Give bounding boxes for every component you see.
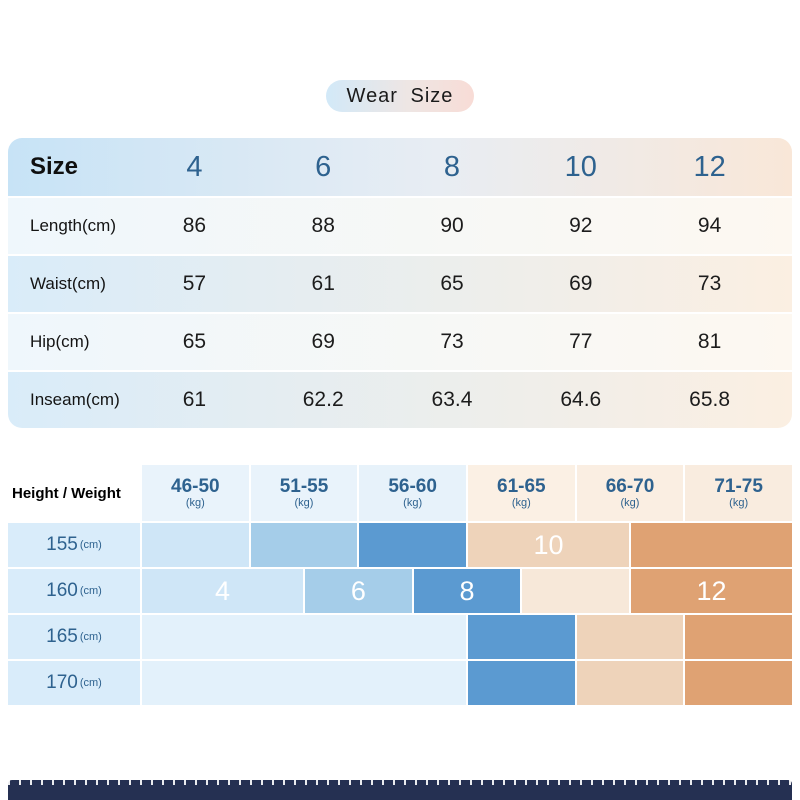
measurement-value: 88	[311, 214, 335, 237]
height-unit-text: (cm)	[79, 539, 102, 551]
fit-matrix-row: 160 (cm) 4 6 8 12	[8, 569, 792, 613]
weight-unit-text: (kg)	[185, 497, 205, 510]
fit-matrix-cell	[576, 615, 684, 659]
fit-matrix-cell	[250, 523, 358, 567]
size-table-row: Hip(cm) 65 69 73 77 81	[8, 312, 792, 370]
weight-range-header: 51-55 (kg)	[250, 465, 358, 521]
measurement-value: 90	[440, 214, 464, 237]
weight-range-text: 51-55	[279, 475, 329, 497]
height-label: 155 (cm)	[8, 523, 140, 567]
fit-matrix-cell	[685, 615, 792, 659]
size-band-12: 12	[630, 569, 792, 613]
measurement-label: Length(cm)	[30, 216, 116, 235]
height-value: 170	[46, 672, 78, 693]
fit-matrix-cell	[142, 523, 249, 567]
measurement-value: 77	[569, 330, 593, 353]
size-band-8: 8	[413, 569, 521, 613]
fit-matrix-cell	[468, 661, 575, 705]
height-unit-text: (cm)	[79, 585, 102, 597]
size-table: Size 4 6 8 10 12 Length(cm) 86 88 90 92 94 Waist(c…	[8, 138, 792, 428]
measurement-value: 57	[182, 272, 207, 295]
weight-range-header: 66-70 (kg)	[576, 465, 684, 521]
fit-matrix-cell	[359, 523, 466, 567]
height-label: 170 (cm)	[8, 661, 140, 705]
page-title: Wear Size	[326, 80, 474, 112]
measurement-value: 81	[697, 330, 722, 353]
fit-matrix-cell	[631, 523, 792, 567]
fit-matrix-cell	[522, 569, 629, 613]
size-band-4: 4	[142, 569, 303, 613]
measurement-value: 86	[182, 214, 207, 237]
fit-matrix-header-row: Height / Weight 46-50 (kg) 51-55 (kg) 56-60(…	[8, 465, 792, 521]
measurement-value: 73	[697, 272, 722, 295]
measurement-label: Inseam(cm)	[30, 390, 120, 409]
height-value: 155	[46, 534, 78, 555]
measurement-value: 92	[569, 214, 593, 237]
size-table-header-row: Size 4 6 8 10 12	[8, 138, 792, 196]
weight-unit-text: (kg)	[620, 497, 640, 510]
measuring-tape-footer	[8, 780, 792, 800]
fit-matrix-cell	[142, 615, 466, 659]
fit-matrix-cell	[142, 661, 466, 705]
weight-range-text: 66-70	[605, 475, 655, 497]
weight-unit-text: (kg)	[729, 497, 749, 510]
height-label: 165 (cm)	[8, 615, 140, 659]
measurement-value: 61	[311, 272, 335, 295]
measurement-value: 61	[182, 388, 207, 411]
height-unit-text: (cm)	[79, 631, 102, 643]
fit-matrix-corner-label: Height / Weight	[8, 465, 140, 521]
measurement-value: 65	[440, 272, 464, 295]
size-table-row: Length(cm) 86 88 90 92 94	[8, 196, 792, 254]
size-column-header: 12	[693, 150, 726, 183]
measurement-value: 73	[440, 330, 464, 353]
height-value: 165	[46, 626, 78, 647]
measurement-value: 62.2	[302, 388, 344, 411]
page-title-text: Wear Size	[346, 84, 454, 107]
weight-unit-text: (kg)	[511, 497, 531, 510]
measurement-value: 63.4	[431, 388, 473, 411]
height-label: 160 (cm)	[8, 569, 140, 613]
size-band-10: 10	[467, 523, 629, 567]
fit-matrix-cell	[468, 615, 575, 659]
fit-matrix-row: 155 (cm) 10	[8, 523, 792, 567]
fit-matrix-cell	[576, 661, 684, 705]
weight-unit-text: (kg)	[294, 497, 314, 510]
weight-range-text: 61-65	[497, 475, 546, 497]
measurement-label: Hip(cm)	[30, 332, 90, 351]
fit-matrix-cell	[685, 661, 792, 705]
measurement-value: 65.8	[689, 388, 731, 411]
size-table-corner-label: Size	[30, 153, 79, 180]
weight-range-text: 46-50	[171, 475, 220, 497]
size-column-header: 10	[564, 150, 597, 183]
size-band-6: 6	[305, 569, 412, 613]
measurement-value: 64.6	[560, 388, 602, 411]
weight-range-header: 56-60 (kg)	[359, 465, 466, 521]
measurement-value: 94	[697, 214, 722, 237]
weight-unit-text: (kg)	[403, 497, 423, 510]
size-column-header: 6	[315, 150, 332, 183]
fit-matrix: Height / Weight 46-50 (kg) 51-55 (kg) 56-60(…	[8, 465, 792, 705]
height-unit-text: (cm)	[79, 677, 102, 689]
size-column-header: 8	[443, 150, 461, 183]
weight-range-header: 71-75 (kg)	[685, 465, 792, 521]
fit-matrix-row: 165 (cm)	[8, 615, 792, 659]
measurement-value: 65	[182, 330, 207, 353]
weight-range-header: 46-50 (kg)	[142, 465, 249, 521]
size-table-row: Inseam(cm) 61 62.2 63.4 64.6 65.8	[8, 370, 792, 428]
measurement-value: 69	[569, 272, 593, 295]
height-value: 160	[46, 580, 78, 601]
weight-range-header: 61-65 (kg)	[467, 465, 575, 521]
fit-matrix-row: 170 (cm)	[8, 661, 792, 705]
size-table-row: Waist(cm) 57 61 65 69 73	[8, 254, 792, 312]
weight-range-text: 71-75	[714, 475, 763, 497]
measurement-value: 69	[311, 330, 335, 353]
size-column-header: 4	[186, 150, 203, 183]
weight-range-text: 56-60	[388, 475, 437, 497]
measurement-label: Waist(cm)	[30, 274, 106, 293]
